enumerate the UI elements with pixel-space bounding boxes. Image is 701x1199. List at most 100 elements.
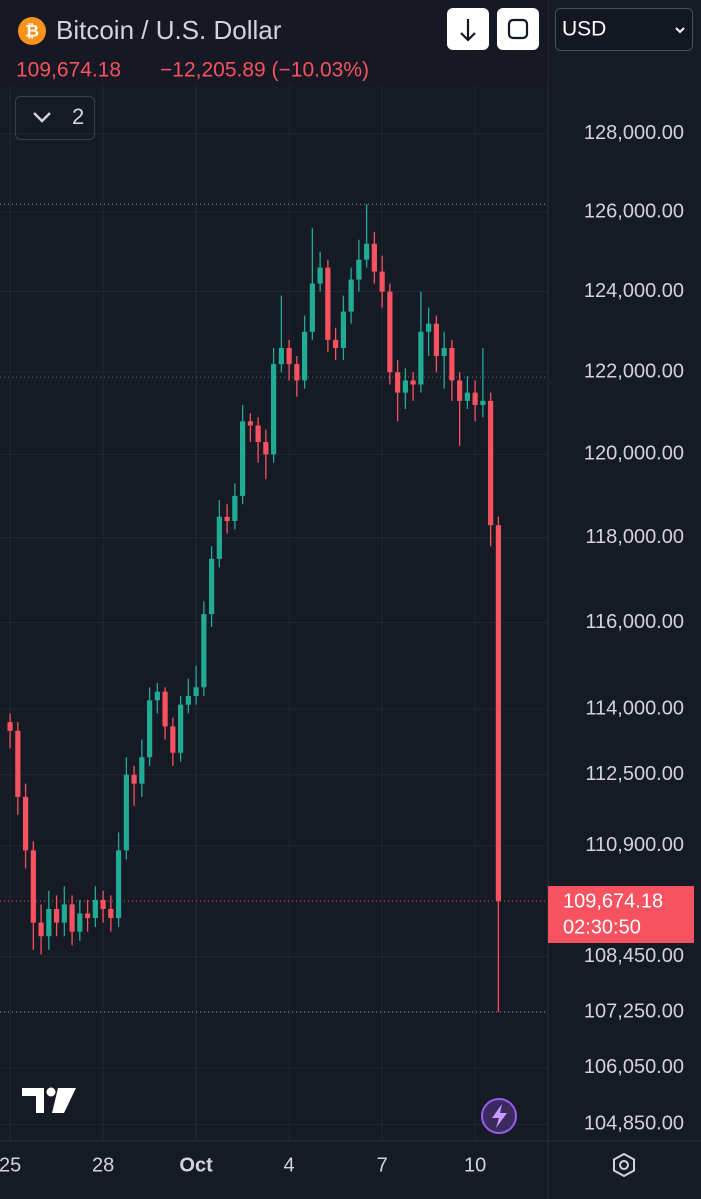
candle-body <box>100 899 106 909</box>
countdown-label: 02:30:50 <box>563 916 641 938</box>
candle-body <box>53 908 60 923</box>
x-tick-label: 10 <box>464 1154 486 1176</box>
candle-body <box>426 323 432 332</box>
candle-body <box>177 704 184 753</box>
plot-area <box>0 0 548 1141</box>
candle-body <box>61 904 67 923</box>
candle-body <box>38 922 44 937</box>
candle-body <box>123 774 129 851</box>
currency-select[interactable] <box>555 8 693 51</box>
candle-body <box>240 421 246 496</box>
candle-body <box>371 243 377 272</box>
candle-body <box>333 339 339 348</box>
last-price: 109,674.18 <box>16 59 121 82</box>
indicators-button[interactable] <box>15 96 95 140</box>
candle-body <box>201 614 207 688</box>
candle-body <box>495 525 501 902</box>
candle-body <box>340 311 346 348</box>
candle-body <box>247 421 253 426</box>
candle-body <box>317 267 323 284</box>
y-tick-label: 116,000.00 <box>585 611 684 633</box>
y-tick-label: 120,000.00 <box>584 443 684 465</box>
candle-body <box>46 908 52 937</box>
candle-body <box>209 558 215 615</box>
y-tick-label: 106,050.00 <box>584 1056 684 1078</box>
candle-body <box>271 364 277 455</box>
candle-body <box>464 392 470 401</box>
switch-icon <box>507 18 529 40</box>
candle-body <box>379 271 385 292</box>
y-tick-label: 104,850.00 <box>584 1113 684 1135</box>
candle-body <box>170 726 176 753</box>
down-arrow-icon <box>460 19 476 42</box>
y-tick-label: 122,000.00 <box>584 361 684 383</box>
candle-body <box>185 695 191 705</box>
candle-body <box>146 700 153 758</box>
price-change: −12,205.89 (−10.03%) <box>160 59 369 82</box>
candle-body <box>449 347 455 381</box>
dropdown-icon <box>675 27 685 34</box>
candle-body <box>255 425 261 442</box>
candle-body <box>480 400 486 405</box>
x-tick-label: 7 <box>377 1154 388 1176</box>
candle-body <box>488 400 494 526</box>
indicator-count: 2 <box>72 104 84 129</box>
candle-body <box>387 291 393 373</box>
x-tick-label: 28 <box>92 1154 114 1176</box>
candle-body <box>139 757 145 784</box>
x-tick-label: 4 <box>284 1154 295 1176</box>
logo-part <box>46 1087 56 1097</box>
candle-body <box>302 331 308 381</box>
y-tick-label: 110,900.00 <box>585 834 684 856</box>
currency-label: USD <box>562 18 606 41</box>
switch-button[interactable] <box>497 8 539 50</box>
candle-body <box>294 364 300 381</box>
last-price-badge <box>548 886 694 943</box>
candle-body <box>418 331 424 385</box>
candle-body <box>395 372 401 393</box>
candle-body <box>15 730 21 797</box>
candle-body <box>7 722 13 731</box>
candle-body <box>193 687 199 696</box>
candle-body <box>433 323 439 357</box>
last-price-label: 109,674.18 <box>563 890 663 912</box>
x-axis: 25 28 Oct 4 7 10 <box>0 1154 486 1176</box>
candle-body <box>216 516 222 559</box>
candle-body <box>232 495 238 521</box>
candle-body <box>410 380 416 385</box>
logo-part <box>22 1088 44 1113</box>
btc-symbol: ₿ <box>25 21 39 40</box>
candle-body <box>84 913 91 919</box>
candle-body <box>309 283 315 332</box>
x-tick-label: 25 <box>0 1154 21 1176</box>
logo-part <box>52 1088 76 1113</box>
candle-body <box>356 259 362 280</box>
candle-body <box>348 279 354 312</box>
candle-body <box>224 516 230 521</box>
candle-body <box>131 774 137 784</box>
y-tick-label: 124,000.00 <box>584 280 684 302</box>
y-tick-label: 126,000.00 <box>584 200 684 222</box>
y-tick-label: 112,500.00 <box>585 763 684 785</box>
candle-body <box>92 899 98 919</box>
candle-body <box>457 380 463 401</box>
candle-body <box>30 850 36 923</box>
y-tick-label: 118,000.00 <box>585 526 684 548</box>
candle-body <box>154 691 160 701</box>
candle-body <box>77 913 83 932</box>
candle-body <box>278 347 284 365</box>
candle-body <box>108 908 114 919</box>
y-axis: 128,000.00 126,000.00 124,000.00 122,000.00… <box>584 122 684 1134</box>
candle-body <box>472 392 478 405</box>
candle-body <box>69 904 75 932</box>
y-tick-label: 108,450.00 <box>584 945 684 967</box>
candle-body <box>162 691 168 727</box>
candle-body <box>325 267 331 340</box>
candle-body <box>263 441 269 455</box>
candle-body <box>22 796 29 851</box>
settings-button[interactable] <box>613 1152 635 1178</box>
chevron-icon <box>33 112 51 123</box>
y-tick-label: 114,000.00 <box>585 697 684 719</box>
